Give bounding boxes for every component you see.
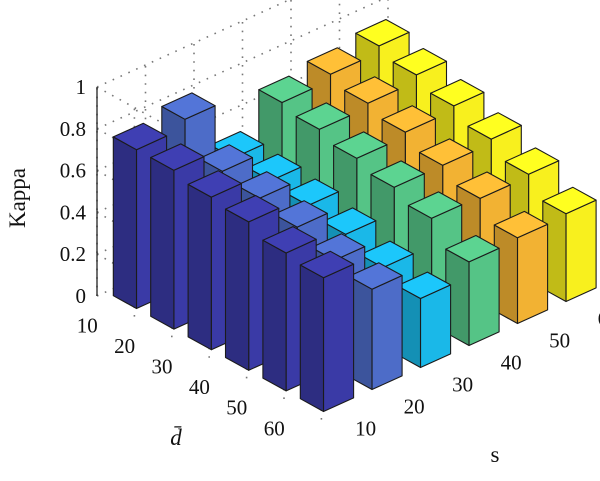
bar-side-face	[150, 156, 175, 330]
x-tick-label: 30	[452, 373, 473, 397]
bar-front-face	[565, 199, 597, 303]
bar-top-face	[299, 250, 355, 279]
bar-front-face	[468, 247, 500, 347]
bar	[445, 234, 500, 347]
z-axis-label: Kappa	[5, 168, 30, 228]
bar-front-face	[419, 284, 452, 369]
y-axis-label: d̄	[170, 425, 182, 450]
bar-top-face	[407, 191, 463, 219]
bar-top-face	[187, 170, 242, 198]
bar-side-face	[224, 208, 250, 371]
bar-top-face	[430, 78, 485, 107]
z-tick-label: 0.8	[60, 117, 86, 141]
x-tick-label: 50	[549, 329, 570, 353]
bar-top-face	[262, 226, 317, 254]
z-tick-label: 0	[76, 284, 87, 308]
bar-top-face	[198, 144, 254, 172]
bar	[348, 262, 403, 391]
x-tick-label: 40	[501, 351, 522, 375]
x-tick-label: 60	[598, 307, 600, 331]
y-tick-label: 50	[226, 396, 247, 420]
bars	[112, 18, 597, 413]
bar-side-face	[187, 183, 212, 351]
bar-top-face	[112, 122, 168, 151]
bar-top-face	[344, 76, 399, 104]
bar-top-face	[295, 102, 351, 130]
bar-top-face	[418, 138, 474, 166]
bar-top-face	[321, 207, 377, 235]
x-axis-label: s	[491, 442, 500, 467]
y-tick-label: 10	[77, 313, 98, 337]
z-tick-label: 0.4	[60, 200, 87, 224]
x-tick-label: 10	[355, 417, 376, 441]
bar-top-face	[161, 92, 216, 120]
bar-side-face	[112, 136, 138, 310]
y-tick-label: 30	[152, 355, 173, 379]
bar-top-face	[348, 262, 403, 290]
z-tick-label: 1	[76, 75, 87, 99]
bar-top-face	[396, 271, 452, 300]
tick-labels: 0 0.2 0.4 0.6 0.8 1 10 20 30 40 50 60 10 20 30 40 50 60	[60, 75, 600, 441]
bar-top-face	[306, 47, 362, 75]
y-tick-label: 20	[114, 334, 135, 358]
bar-top-face	[284, 178, 339, 206]
bar-front-face	[516, 223, 549, 325]
bar	[396, 271, 452, 369]
bar-top-face	[273, 200, 328, 228]
bar	[493, 210, 549, 325]
bar-top-face	[355, 18, 410, 47]
y-tick-label: 60	[264, 416, 285, 440]
bar-top-face	[467, 112, 522, 140]
bar-top-face	[456, 171, 511, 199]
bar-top-face	[333, 131, 388, 159]
bar	[299, 250, 355, 413]
bar-side-face	[299, 264, 325, 413]
bar-top-face	[258, 75, 313, 104]
bar-top-face	[370, 160, 425, 188]
bar-top-face	[392, 47, 448, 76]
bar	[542, 186, 597, 303]
bar-front-face	[371, 274, 403, 391]
bar-top-face	[150, 143, 205, 171]
x-tick-label: 20	[404, 395, 425, 419]
bar-top-face	[381, 105, 436, 133]
bar-top-face	[445, 234, 500, 263]
z-tick-label: 0.6	[60, 159, 86, 183]
bar-top-face	[224, 194, 280, 223]
bar-side-face	[262, 239, 287, 392]
bar-top-face	[236, 171, 291, 199]
bar-front-face	[322, 263, 355, 413]
y-tick-label: 40	[189, 375, 210, 399]
bar-top-face	[359, 240, 414, 269]
bar-top-face	[504, 147, 560, 175]
bar-top-face	[542, 186, 597, 215]
z-tick-label: 0.2	[60, 242, 86, 266]
bar-top-face	[493, 210, 549, 239]
